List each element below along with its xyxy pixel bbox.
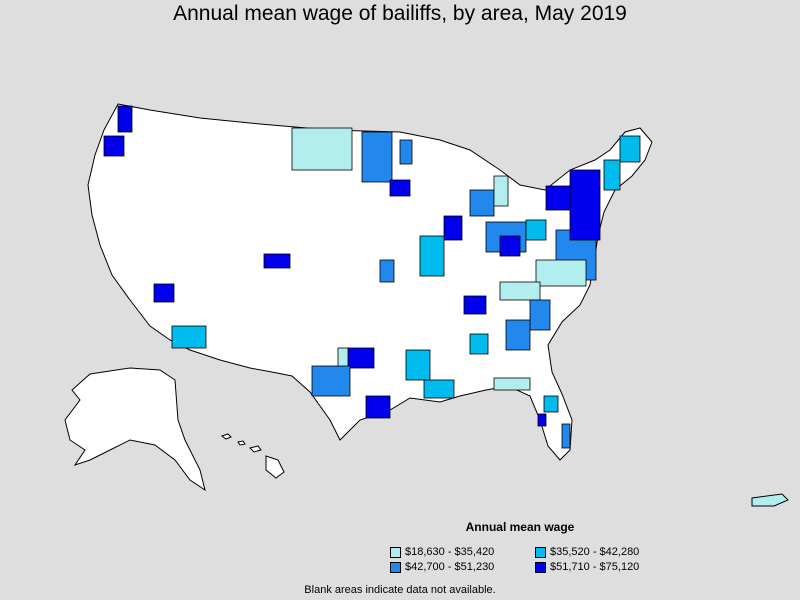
region: [535, 259, 587, 287]
legend-swatch: [535, 561, 546, 573]
region: [469, 189, 495, 217]
region: [493, 377, 531, 391]
region: [603, 159, 621, 191]
region: [423, 379, 455, 399]
region: [399, 139, 413, 165]
legend-swatch: [535, 546, 546, 558]
footnote: Blank areas indicate data not available.: [304, 584, 496, 596]
region: [505, 319, 531, 351]
region: [569, 169, 601, 241]
legend-swatch: [390, 546, 401, 558]
region: [103, 135, 125, 157]
region: [543, 395, 559, 413]
region: [499, 281, 541, 301]
region: [561, 423, 571, 449]
region: [463, 295, 487, 315]
region: [291, 127, 353, 171]
legend-item: $18,630 - $35,420: [390, 546, 494, 558]
region: [379, 259, 395, 283]
region: [171, 325, 207, 349]
region: [153, 283, 175, 303]
legend-label: $42,700 - $51,230: [405, 561, 495, 573]
region: [405, 349, 431, 381]
legend-label: $51,710 - $75,120: [550, 561, 640, 573]
region: [443, 215, 463, 241]
region: [263, 253, 291, 269]
puerto-rico: [751, 493, 789, 507]
region: [347, 347, 375, 369]
legend-item: $35,520 - $42,280: [535, 546, 639, 558]
region: [529, 299, 551, 331]
legend-label: $18,630 - $35,420: [405, 546, 495, 558]
region: [469, 333, 489, 355]
region: [493, 175, 509, 207]
legend-label: $35,520 - $42,280: [550, 546, 640, 558]
legend-swatch: [390, 561, 401, 573]
map-title: Annual mean wage of bailiffs, by area, M…: [173, 2, 627, 25]
region: [525, 219, 547, 241]
alaska: [64, 367, 206, 492]
region: [337, 347, 349, 369]
region: [117, 105, 133, 133]
region: [361, 131, 393, 183]
region: [499, 235, 521, 257]
region: [311, 365, 351, 397]
region: [365, 395, 391, 419]
legend-item: $42,700 - $51,230: [390, 561, 494, 573]
legend-item: $51,710 - $75,120: [535, 561, 639, 573]
region: [389, 179, 411, 197]
region: [537, 413, 547, 427]
region: [419, 235, 445, 277]
region: [619, 135, 641, 163]
region: [545, 185, 571, 211]
legend-title: Annual mean wage: [465, 520, 575, 534]
hawaii: [220, 433, 285, 479]
